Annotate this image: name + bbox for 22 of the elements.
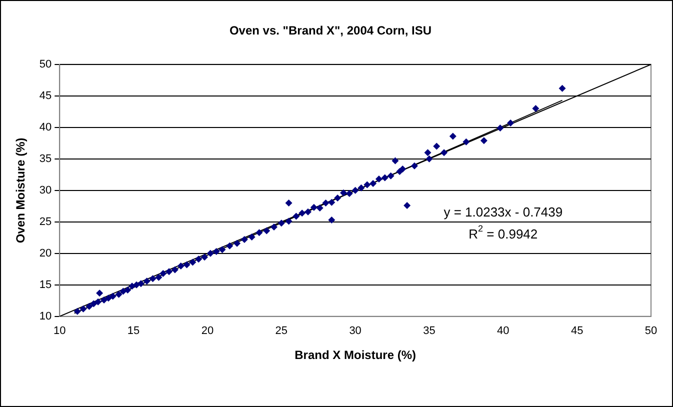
annotation: y = 1.0233x - 0.7439: [444, 204, 563, 220]
chart-title: Oven vs. "Brand X", 2004 Corn, ISU: [229, 24, 432, 38]
y-tick-label: 35: [39, 152, 52, 165]
x-tick-label: 15: [127, 325, 140, 338]
y-tick-label: 15: [39, 278, 52, 291]
x-tick-label: 50: [644, 325, 658, 338]
x-axis-title: Brand X Moisture (%): [294, 348, 416, 362]
x-tick-label: 20: [201, 325, 214, 338]
x-tick-label: 25: [275, 325, 288, 338]
y-tick-label: 40: [39, 121, 52, 134]
y-tick-label: 25: [39, 216, 52, 228]
y-tick-label: 45: [39, 90, 52, 102]
x-tick-label: 30: [349, 325, 362, 338]
y-tick-label: 30: [39, 184, 52, 196]
x-tick-label: 40: [497, 325, 510, 338]
y-tick-label: 50: [39, 58, 52, 70]
y-tick-label: 20: [39, 247, 52, 260]
y-axis-title: Oven Moisture (%): [14, 138, 28, 244]
x-tick-label: 45: [570, 325, 584, 338]
x-tick-label: 10: [54, 325, 66, 338]
y-tick-label: 10: [39, 310, 52, 322]
x-tick-label: 35: [423, 325, 436, 338]
